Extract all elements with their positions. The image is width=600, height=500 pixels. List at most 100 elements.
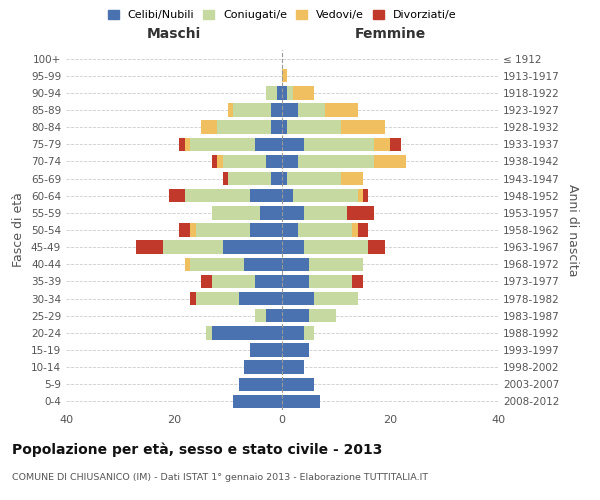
Bar — [282, 292, 314, 306]
Bar — [287, 120, 341, 134]
Bar — [352, 224, 358, 236]
Bar — [212, 274, 255, 288]
Bar — [244, 258, 282, 271]
Bar — [271, 104, 282, 117]
Bar — [223, 154, 266, 168]
Bar — [282, 104, 298, 117]
Bar — [239, 378, 282, 391]
Text: Popolazione per età, sesso e stato civile - 2013: Popolazione per età, sesso e stato civil… — [12, 442, 382, 457]
Bar — [304, 326, 314, 340]
Y-axis label: Fasce di età: Fasce di età — [13, 192, 25, 268]
Bar — [374, 138, 390, 151]
Bar — [190, 224, 196, 236]
Bar — [271, 120, 282, 134]
Bar — [282, 138, 304, 151]
Bar — [282, 120, 287, 134]
Bar — [325, 104, 358, 117]
Bar — [212, 206, 260, 220]
Bar — [282, 394, 320, 408]
Text: Femmine: Femmine — [355, 28, 425, 42]
Bar — [298, 104, 325, 117]
Legend: Celibi/Nubili, Coniugati/e, Vedovi/e, Divorziati/e: Celibi/Nubili, Coniugati/e, Vedovi/e, Di… — [103, 5, 461, 24]
Bar — [293, 189, 358, 202]
Bar — [341, 172, 363, 186]
Bar — [255, 138, 282, 151]
Bar — [185, 138, 190, 151]
Bar — [190, 138, 255, 151]
Bar — [233, 104, 271, 117]
Bar — [223, 172, 228, 186]
Bar — [266, 154, 282, 168]
Bar — [293, 86, 314, 100]
Bar — [309, 309, 336, 322]
Bar — [271, 172, 282, 186]
Bar — [217, 120, 271, 134]
Bar — [282, 189, 293, 202]
Bar — [282, 258, 309, 271]
Text: COMUNE DI CHIUSANICO (IM) - Dati ISTAT 1° gennaio 2013 - Elaborazione TUTTITALIA: COMUNE DI CHIUSANICO (IM) - Dati ISTAT 1… — [12, 472, 428, 482]
Bar — [228, 172, 271, 186]
Bar — [260, 206, 282, 220]
Bar — [163, 240, 223, 254]
Bar — [266, 309, 282, 322]
Bar — [282, 240, 304, 254]
Bar — [266, 86, 277, 100]
Bar — [282, 154, 298, 168]
Bar — [136, 240, 163, 254]
Bar — [169, 189, 185, 202]
Bar — [190, 292, 196, 306]
Bar — [250, 224, 282, 236]
Bar — [282, 309, 309, 322]
Bar — [228, 104, 233, 117]
Bar — [212, 154, 217, 168]
Bar — [287, 86, 293, 100]
Bar — [185, 189, 250, 202]
Bar — [277, 86, 282, 100]
Bar — [390, 138, 401, 151]
Bar — [223, 240, 282, 254]
Bar — [185, 258, 190, 271]
Bar — [201, 120, 217, 134]
Bar — [282, 224, 298, 236]
Bar — [255, 309, 266, 322]
Bar — [282, 206, 304, 220]
Bar — [363, 189, 368, 202]
Bar — [347, 206, 374, 220]
Bar — [287, 172, 341, 186]
Bar — [309, 274, 352, 288]
Bar — [282, 274, 309, 288]
Bar — [282, 326, 304, 340]
Bar — [374, 154, 406, 168]
Bar — [341, 120, 385, 134]
Bar — [206, 326, 212, 340]
Bar — [255, 274, 282, 288]
Bar — [282, 69, 287, 82]
Bar — [282, 378, 314, 391]
Bar — [179, 224, 190, 236]
Bar — [250, 189, 282, 202]
Bar — [239, 292, 282, 306]
Y-axis label: Anni di nascita: Anni di nascita — [566, 184, 579, 276]
Bar — [282, 344, 309, 356]
Bar — [304, 240, 368, 254]
Bar — [358, 224, 368, 236]
Bar — [304, 138, 374, 151]
Bar — [282, 360, 304, 374]
Bar — [298, 154, 374, 168]
Bar — [201, 274, 212, 288]
Bar — [282, 86, 287, 100]
Bar — [352, 274, 363, 288]
Bar — [368, 240, 385, 254]
Bar — [212, 326, 282, 340]
Bar — [217, 154, 223, 168]
Bar — [250, 344, 282, 356]
Bar — [309, 258, 363, 271]
Bar — [282, 172, 287, 186]
Bar — [179, 138, 185, 151]
Text: Maschi: Maschi — [147, 28, 201, 42]
Bar — [358, 189, 363, 202]
Bar — [244, 360, 282, 374]
Bar — [314, 292, 358, 306]
Bar — [304, 206, 347, 220]
Bar — [233, 394, 282, 408]
